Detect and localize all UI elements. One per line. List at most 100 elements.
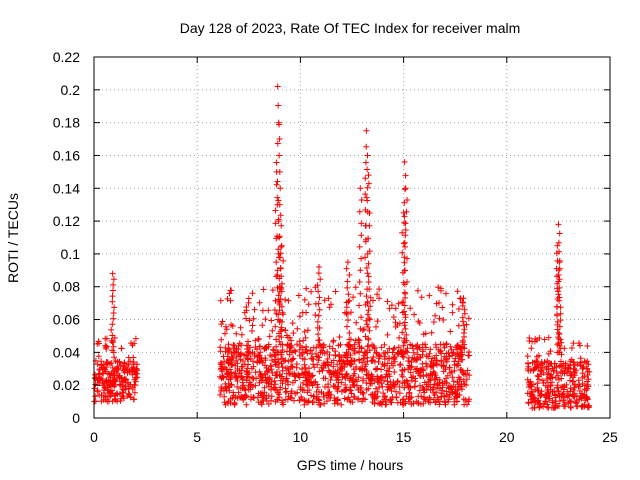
data-point (363, 317, 370, 324)
data-point (355, 386, 362, 393)
data-point (219, 318, 226, 325)
data-point (274, 368, 280, 375)
data-point (370, 343, 377, 350)
data-point (272, 297, 279, 304)
data-point (278, 326, 285, 333)
data-point (359, 367, 366, 374)
data-point (357, 185, 364, 192)
data-point (416, 344, 423, 351)
data-point (531, 404, 538, 411)
data-point (433, 374, 440, 381)
data-point (365, 180, 372, 187)
data-point (357, 290, 364, 297)
data-point (376, 355, 382, 362)
y-tick-label: 0.22 (53, 49, 80, 65)
data-point (460, 295, 467, 302)
data-point (342, 387, 349, 394)
data-point (300, 380, 306, 386)
data-point (250, 363, 257, 370)
data-point (541, 336, 548, 343)
data-point (96, 371, 103, 378)
data-point (436, 299, 442, 306)
data-point (572, 382, 579, 389)
data-point (384, 373, 391, 380)
data-point (553, 363, 560, 370)
data-point (259, 322, 266, 329)
data-point (108, 326, 115, 333)
data-point (358, 220, 365, 227)
data-point (104, 387, 111, 394)
data-point (532, 335, 539, 342)
data-point (432, 312, 439, 319)
data-point (524, 366, 531, 372)
data-point (235, 342, 242, 349)
data-point (362, 301, 369, 308)
data-point (449, 309, 456, 316)
data-point (399, 299, 406, 306)
data-point (459, 356, 466, 363)
data-point (286, 351, 293, 358)
data-point (369, 357, 376, 364)
data-point (262, 316, 269, 323)
data-point (547, 348, 554, 355)
data-point (401, 159, 408, 165)
x-tick-label: 0 (90, 429, 98, 445)
data-point (581, 373, 588, 380)
data-point (358, 345, 365, 352)
data-point (543, 393, 550, 400)
data-point (401, 384, 408, 391)
data-point (365, 235, 372, 242)
data-point (417, 401, 424, 408)
data-point (421, 387, 428, 394)
data-point (446, 353, 453, 360)
data-point (402, 325, 409, 332)
data-point (426, 394, 433, 401)
data-point (296, 338, 303, 345)
data-point (124, 370, 131, 376)
data-point (109, 270, 116, 277)
data-point (298, 394, 305, 400)
data-point (303, 398, 310, 405)
data-points (91, 83, 593, 412)
data-point (431, 381, 438, 388)
data-point (315, 300, 322, 307)
data-point (221, 399, 228, 406)
data-point (412, 366, 419, 373)
data-point (130, 364, 137, 371)
data-point (230, 342, 237, 348)
data-point (443, 290, 449, 297)
data-point (388, 399, 395, 406)
data-point (405, 396, 412, 403)
data-point (362, 396, 369, 403)
data-point (455, 358, 462, 365)
data-point (441, 344, 448, 351)
data-point (269, 287, 276, 294)
data-point (460, 330, 467, 336)
data-point (294, 325, 301, 332)
data-point (461, 306, 468, 313)
data-point (363, 371, 370, 378)
data-point (535, 387, 542, 394)
data-point (402, 398, 408, 405)
data-point (296, 352, 303, 359)
data-point (411, 356, 418, 363)
data-point (227, 287, 234, 294)
data-point (105, 377, 112, 384)
data-point (390, 362, 397, 369)
data-point (263, 379, 270, 386)
data-point (356, 337, 363, 344)
data-point (422, 344, 429, 351)
data-point (556, 349, 563, 356)
data-point (578, 390, 585, 397)
data-point (234, 383, 241, 390)
data-point (331, 400, 338, 407)
data-point (556, 265, 563, 272)
data-point (418, 294, 425, 301)
data-point (465, 398, 472, 405)
data-point (278, 273, 285, 280)
data-point (365, 273, 372, 280)
data-point (314, 393, 321, 400)
data-point (386, 365, 393, 371)
data-point (400, 299, 407, 305)
